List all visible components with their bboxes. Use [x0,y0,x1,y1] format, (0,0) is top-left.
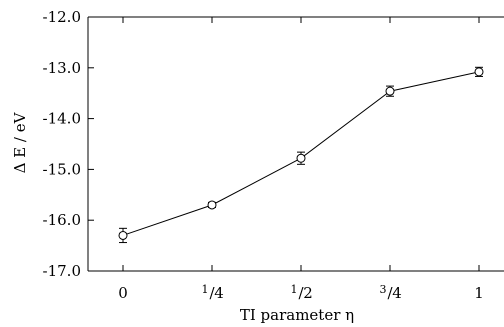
y-axis-label: Δ E / eV [11,111,29,173]
x-tick-label-fraction: 1/4 [202,283,224,302]
x-tick-label-slash: / [387,284,393,302]
x-tick-label-slash: / [209,284,215,302]
data-point [385,86,395,96]
tick-labels: -12.0-13.0-14.0-15.0-16.0-17.00 1/4 1/2 3/4… [43,8,484,302]
x-tick-label-denominator: 4 [392,284,402,302]
x-tick-label-slash: / [298,284,304,302]
x-tick-label-fraction: 1/2 [291,283,313,302]
x-tick-label-fraction: 3/4 [380,283,402,302]
y-tick-label: -16.0 [43,211,81,229]
data-series [118,66,484,244]
x-tick-label: 1 [474,284,484,302]
y-tick-label: -14.0 [43,110,81,128]
data-point [207,200,217,210]
chart-axes [87,16,504,272]
y-tick-label: -13.0 [43,59,81,77]
y-tick-label: -12.0 [43,8,81,26]
data-point [474,67,484,77]
y-tick-label: -17.0 [43,262,81,280]
x-tick-label-denominator: 4 [214,284,224,302]
x-tick-label-denominator: 2 [303,284,313,302]
x-axis-label: TI parameter η [240,306,354,324]
x-tick-label-numerator: 1 [291,283,298,296]
data-point [296,153,306,163]
x-tick-label-numerator: 3 [380,283,387,296]
x-tick-label: 0 [118,284,128,302]
y-tick-label: -15.0 [43,160,81,178]
data-point [118,230,128,240]
x-tick-label-numerator: 1 [202,283,209,296]
